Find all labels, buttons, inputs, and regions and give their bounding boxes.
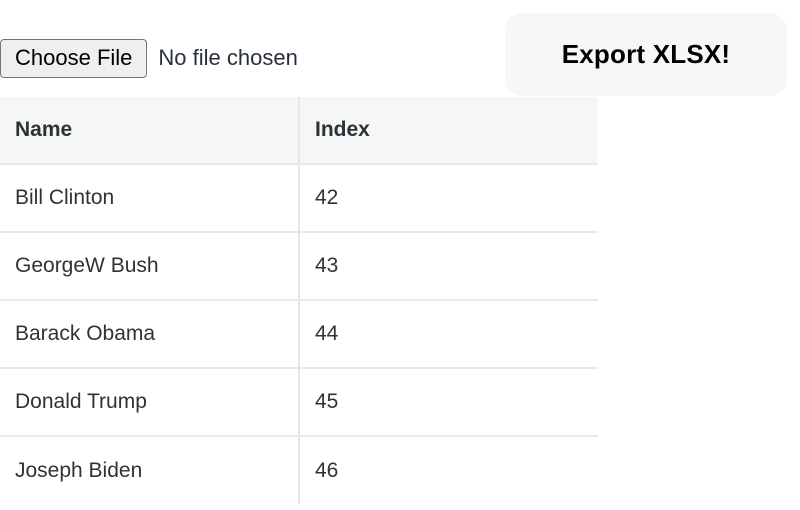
table-row[interactable]: GeorgeW Bush 43	[0, 232, 598, 301]
cell-index: 43	[298, 232, 598, 301]
cell-name: Barack Obama	[0, 300, 299, 369]
file-status-label: No file chosen	[158, 45, 298, 70]
cell-name: GeorgeW Bush	[0, 232, 299, 301]
cell-name: Bill Clinton	[0, 164, 299, 233]
table-row[interactable]: Barack Obama 44	[0, 300, 598, 369]
column-header-name[interactable]: Name	[0, 97, 299, 165]
table-row[interactable]: Bill Clinton 42	[0, 164, 598, 233]
table-header-row: Name Index	[0, 97, 598, 165]
column-header-index[interactable]: Index	[298, 97, 598, 165]
cell-index: 42	[298, 164, 598, 233]
table-row[interactable]: Donald Trump 45	[0, 368, 598, 437]
table-body: Bill Clinton 42 GeorgeW Bush 43 Barack O…	[0, 164, 598, 504]
cell-index: 45	[298, 368, 598, 437]
presidents-table: Name Index Bill Clinton 42 GeorgeW Bush …	[0, 97, 598, 504]
table-header: Name Index	[0, 97, 598, 165]
choose-file-button[interactable]: Choose File	[0, 38, 148, 78]
cell-name: Joseph Biden	[0, 436, 299, 504]
cell-index: 44	[298, 300, 598, 369]
export-xlsx-button[interactable]: Export XLSX!	[505, 13, 787, 96]
cell-index: 46	[298, 436, 598, 504]
file-upload-control[interactable]: Choose File No file chosen	[0, 38, 298, 78]
table-row[interactable]: Joseph Biden 46	[0, 436, 598, 504]
cell-name: Donald Trump	[0, 368, 299, 437]
